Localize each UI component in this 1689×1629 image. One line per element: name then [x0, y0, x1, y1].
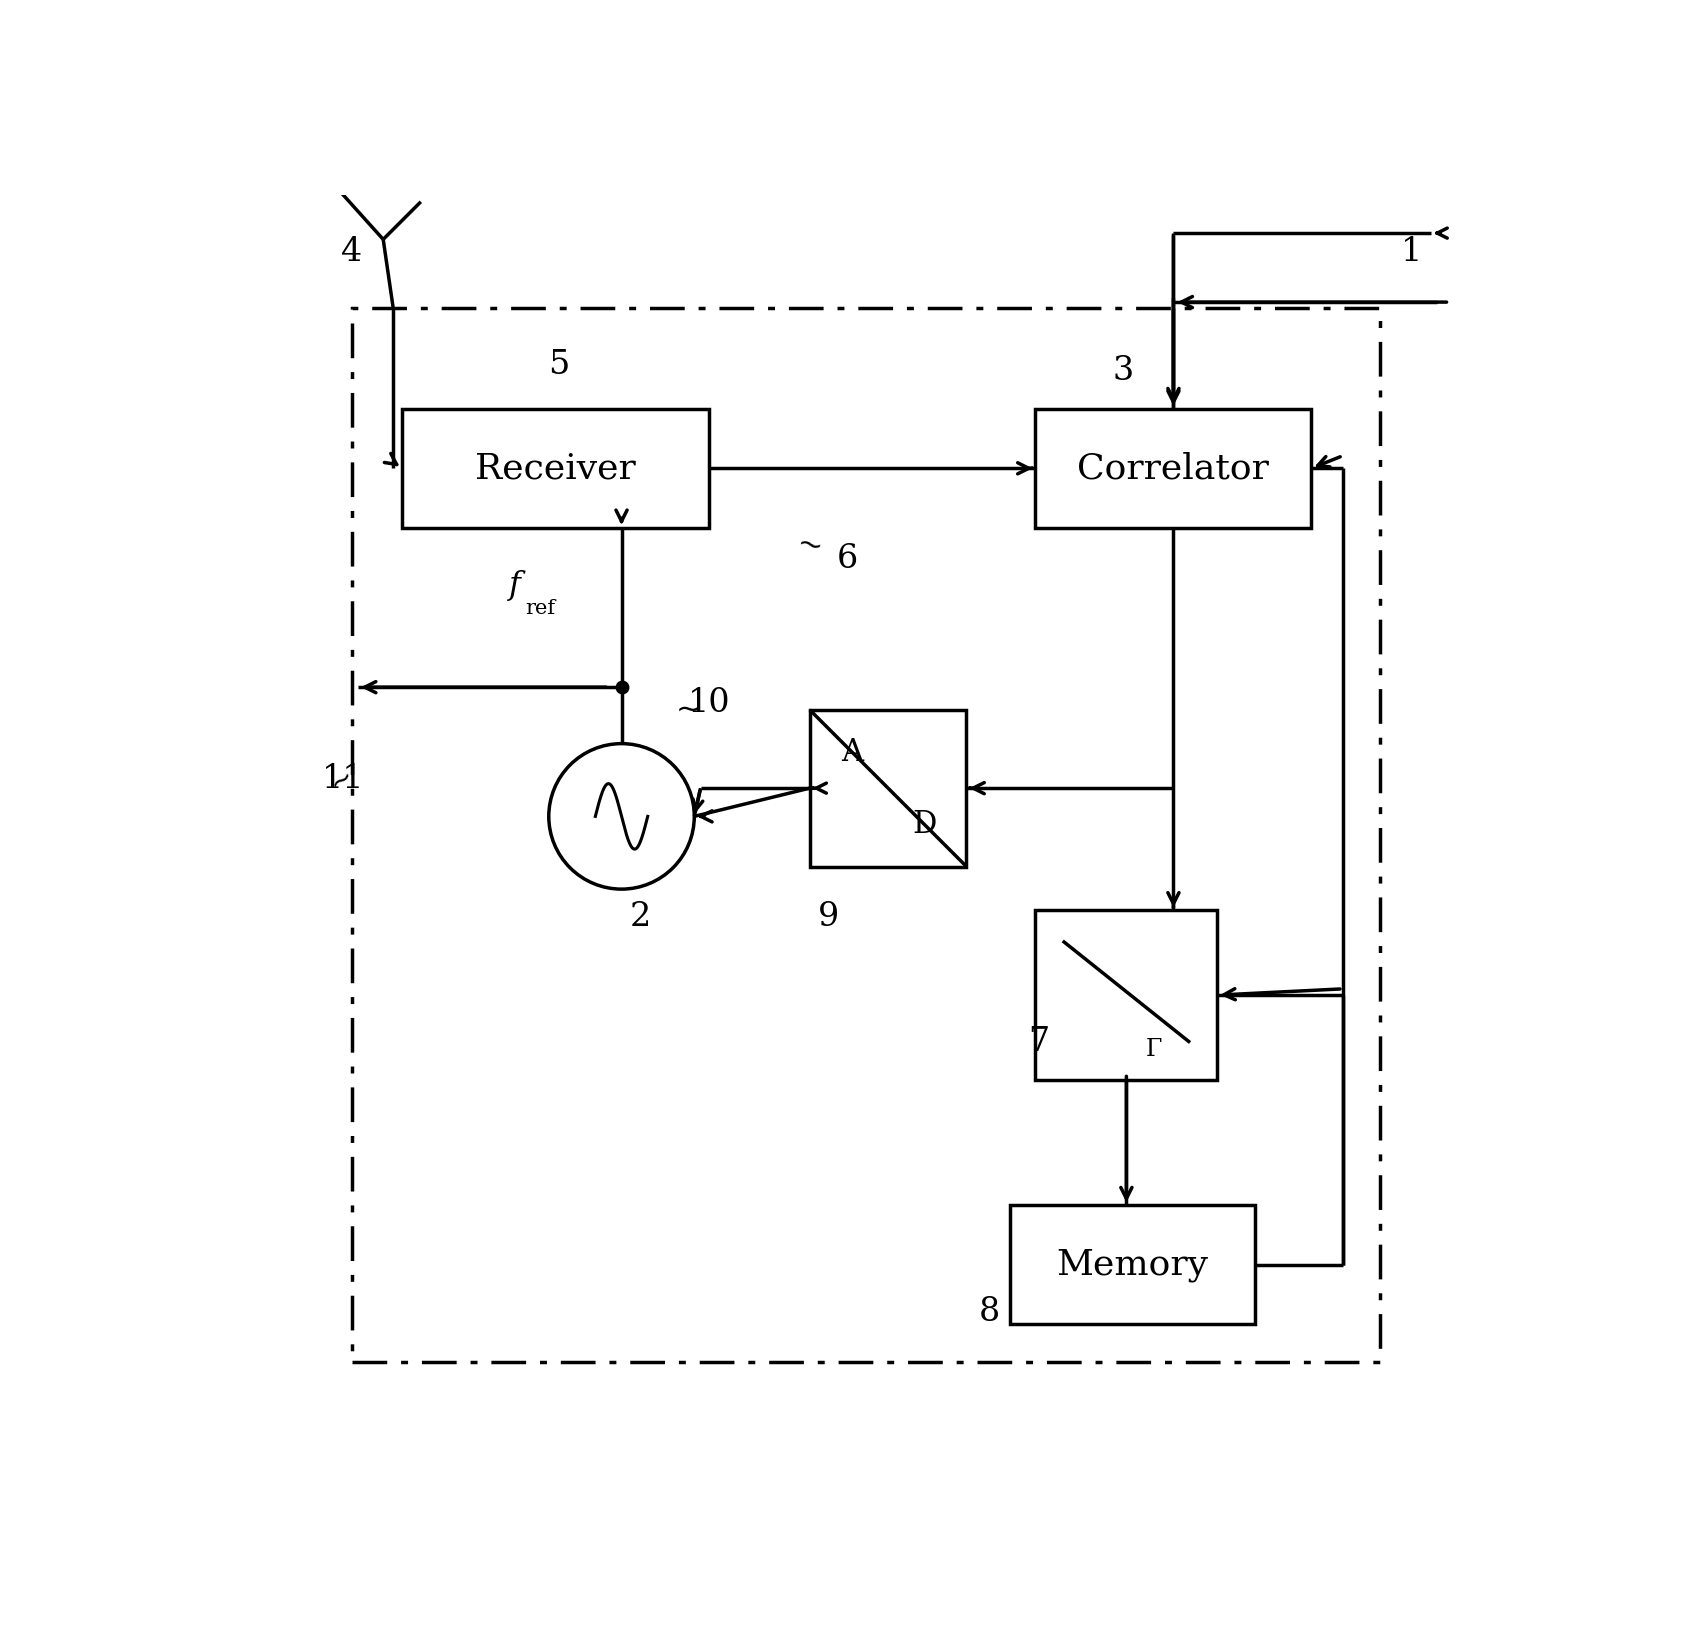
- Text: 1: 1: [1400, 236, 1422, 267]
- Text: 10: 10: [687, 687, 730, 720]
- Text: f: f: [508, 570, 520, 601]
- Text: 8: 8: [978, 1295, 1000, 1328]
- Text: ~: ~: [324, 761, 360, 797]
- Text: D: D: [912, 808, 936, 839]
- Text: ref: ref: [525, 599, 554, 617]
- Bar: [809, 710, 966, 867]
- Text: Receiver: Receiver: [475, 451, 635, 485]
- Text: 2: 2: [630, 901, 650, 933]
- Text: 6: 6: [836, 542, 858, 575]
- Bar: [351, 308, 1380, 1362]
- Bar: [1010, 1205, 1255, 1324]
- Text: 5: 5: [547, 349, 569, 381]
- Text: 3: 3: [1111, 355, 1133, 388]
- Text: Correlator: Correlator: [1078, 451, 1268, 485]
- Text: 4: 4: [341, 236, 361, 267]
- Text: 11: 11: [321, 762, 365, 795]
- Text: Memory: Memory: [1056, 1248, 1208, 1282]
- Text: 7: 7: [1029, 1026, 1049, 1059]
- Text: ~: ~: [794, 529, 826, 564]
- Circle shape: [549, 743, 694, 889]
- Bar: [1035, 911, 1216, 1080]
- Text: A: A: [841, 736, 863, 767]
- Text: Γ: Γ: [1145, 1038, 1160, 1060]
- Text: 9: 9: [817, 901, 839, 933]
- Bar: [402, 409, 709, 528]
- Text: ~: ~: [676, 696, 701, 725]
- Bar: [1035, 409, 1311, 528]
